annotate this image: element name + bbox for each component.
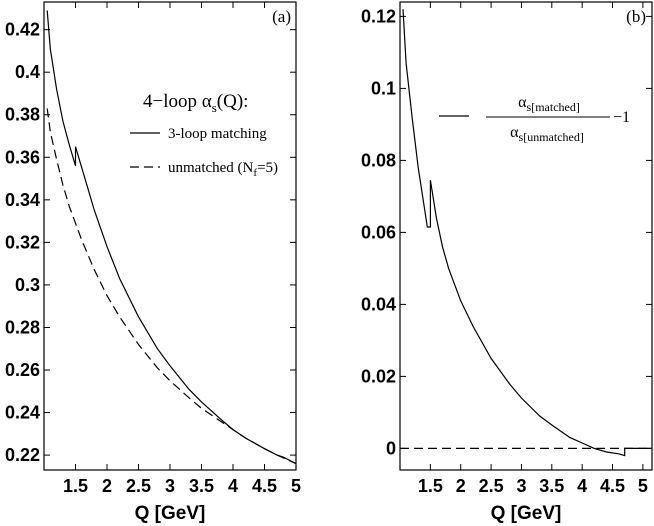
dashed-series-line <box>46 108 297 465</box>
y-tick-label: 0.22 <box>5 445 40 465</box>
x-tick-label: 4 <box>228 476 238 496</box>
panel-a-x-axis: 1.5 2 2.5 3 3.5 4 4.5 5 <box>63 2 301 496</box>
y-tick-label: 0.34 <box>5 190 40 210</box>
panel-a-legend: 4−loop αs(Q): 3-loop matching unmatched … <box>130 91 278 179</box>
panel-a-label: (a) <box>272 7 291 26</box>
panel-a-legend-title: 4−loop αs(Q): <box>143 91 248 115</box>
panel-a-legend-entry-unmatched: unmatched (Nf=5) <box>168 160 278 179</box>
panel-b-legend: αs[matched] αs[unmatched] −1 <box>439 94 630 144</box>
x-tick-label: 4.5 <box>252 476 277 496</box>
x-tick-label: 5 <box>291 476 301 496</box>
panel-a-x-axis-title: Q [GeV] <box>135 503 206 524</box>
x-tick-label: 2 <box>456 476 466 496</box>
panel-b-label: (b) <box>626 7 646 26</box>
x-tick-label: 2.5 <box>479 476 504 496</box>
y-tick-label: 0.38 <box>5 105 40 125</box>
y-tick-label: 0.06 <box>361 222 396 242</box>
panel-b-plot-area <box>400 9 652 457</box>
x-tick-label: 4 <box>577 476 587 496</box>
y-tick-label: 0.1 <box>371 78 396 98</box>
x-tick-label: 5 <box>638 476 648 496</box>
panel-b-x-axis-title: Q [GeV] <box>491 503 562 524</box>
y-tick-label: 0.26 <box>5 360 40 380</box>
panel-b-legend-numerator: αs[matched] <box>518 94 580 114</box>
panel-a: (a) 0.220.240.260.280.30.320.340.360.380… <box>5 1 301 524</box>
y-tick-label: 0.3 <box>15 275 40 295</box>
panel-a-frame <box>43 1 297 471</box>
x-tick-label: 2.5 <box>126 476 151 496</box>
x-tick-label: 3 <box>516 476 526 496</box>
panel-a-y-axis: 0.22 0.24 0.26 0.28 0.3 0.32 0.34 0.36 0.38 0.4 0.… <box>5 20 296 465</box>
y-tick-label: 0.42 <box>5 20 40 40</box>
y-tick-label: 0.08 <box>361 150 396 170</box>
y-tick-label: 0.24 <box>5 403 40 423</box>
y-tick-label: 0.36 <box>5 147 40 167</box>
x-tick-label: 1.5 <box>418 476 443 496</box>
x-tick-label: 1.5 <box>63 476 88 496</box>
panel-b-legend-denominator: αs[unmatched] <box>510 124 584 144</box>
x-tick-label: 3.5 <box>539 476 564 496</box>
x-tick-label: 3.5 <box>189 476 214 496</box>
x-tick-label: 3 <box>165 476 175 496</box>
panel-b-y-axis: 0 0.02 0.04 0.06 0.08 0.1 0.12 <box>361 6 652 458</box>
y-tick-label: 0.32 <box>5 232 40 252</box>
panel-b-x-axis: 1.5 2 2.5 3 3.5 4 4.5 5 <box>418 2 648 496</box>
solid-series-line <box>402 9 652 457</box>
y-tick-label: 0.4 <box>15 62 40 82</box>
y-tick-label: 0.28 <box>5 317 40 337</box>
x-tick-label: 2 <box>102 476 112 496</box>
panel-b-frame <box>399 1 653 471</box>
solid-series-line <box>46 10 297 465</box>
panel-a-plot-area <box>46 10 297 465</box>
panel-b: (b) 0 0.02 0.04 0.06 0.08 0.1 0.12 1.5 2 2.5 3 3.5… <box>361 1 653 524</box>
panel-b-legend-suffix: −1 <box>613 109 630 126</box>
x-tick-label: 4.5 <box>600 476 625 496</box>
y-tick-label: 0.12 <box>361 6 396 26</box>
panel-a-legend-entry-matching: 3-loop matching <box>168 126 267 142</box>
y-tick-label: 0.04 <box>361 294 396 314</box>
y-tick-label: 0 <box>386 438 396 458</box>
y-tick-label: 0.02 <box>361 366 396 386</box>
